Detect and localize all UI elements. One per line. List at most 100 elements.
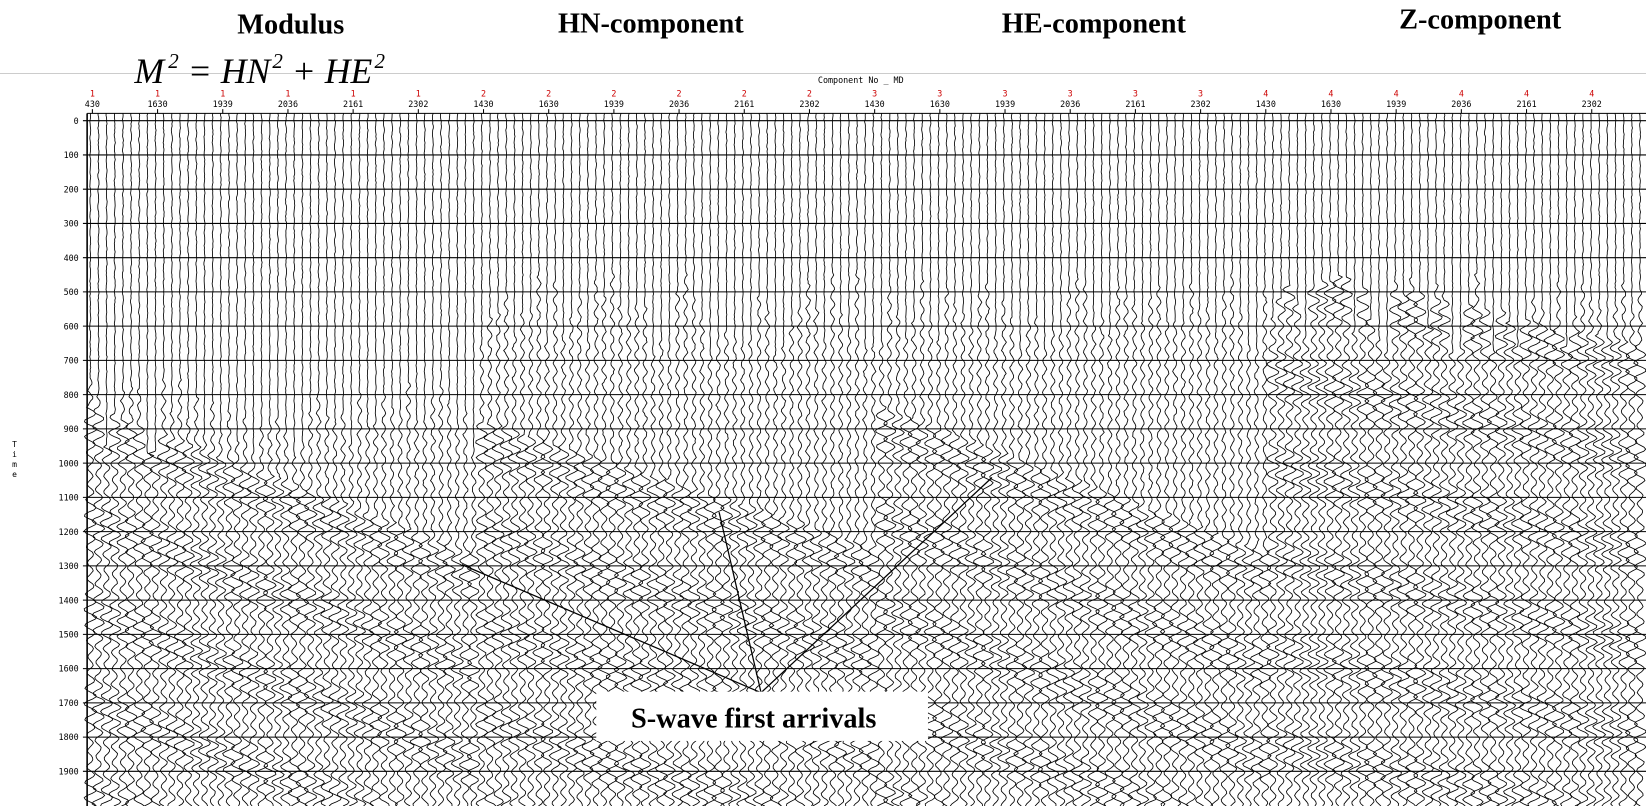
md-label: 1630 [539,99,559,109]
wiggle [776,113,791,806]
wiggle [450,113,465,806]
wiggle [1070,113,1084,806]
md-label: 1430 [473,99,493,109]
y-tick-label: 300 [64,219,79,229]
wiggle [735,113,750,806]
wiggle [678,113,693,806]
wiggle [1013,113,1028,806]
wiggle [1078,113,1093,806]
wiggle [621,113,636,806]
wiggle [899,113,913,806]
wiggle [1575,113,1590,806]
md-label: 2161 [1516,99,1536,109]
wiggle [426,113,440,806]
wiggle [801,113,815,806]
component-number: 3 [937,89,942,99]
wiggle [262,113,277,806]
wiggle [1559,113,1574,806]
wiggle [1437,113,1452,806]
wiggle [172,113,187,806]
y-tick-label: 1000 [59,458,79,468]
y-tick-label: 900 [64,424,79,434]
y-tick-label: 1700 [59,698,79,708]
wiggle [638,113,652,806]
wiggle [1127,113,1142,806]
wiggle [531,113,546,806]
component-number: 4 [1459,89,1464,99]
component-number: 1 [155,89,160,99]
wiggle [344,113,358,806]
wiggle [694,113,709,806]
wiggle [1241,113,1256,806]
wiggle [1339,113,1354,806]
wiggle [939,113,954,806]
wiggle [278,113,293,806]
wiggle [833,113,848,806]
y-tick-label: 1500 [59,630,79,640]
wiggle [238,113,252,806]
wiggle [1053,113,1068,806]
wiggle [605,113,620,806]
wiggle [254,113,269,806]
wiggle [385,113,400,806]
md-label: 1939 [604,99,624,109]
component-number: 3 [1198,89,1203,99]
wiggle [654,113,669,806]
component-number: 3 [1133,89,1138,99]
y-tick-label: 1200 [59,527,79,537]
wiggle [401,113,415,806]
md-label: 2161 [1125,99,1145,109]
wiggle [83,113,98,806]
wiggle [727,113,742,806]
wiggle [328,113,342,806]
wiggle [1110,113,1125,806]
wiggle [222,113,237,806]
wiggle [1046,113,1060,806]
md-label: 1939 [995,99,1015,109]
wiggle [491,113,505,806]
wiggle [1412,113,1427,806]
y-tick-label: 700 [64,356,79,366]
wiggle [1266,113,1281,806]
wiggle [1462,113,1476,806]
wiggle [1184,113,1199,806]
wiggle [1535,113,1550,806]
wiggle [409,113,424,806]
wiggle [1363,113,1378,806]
wiggle [466,113,481,806]
wiggle [1168,113,1182,806]
wiggle [581,113,595,806]
component-number: 1 [416,89,421,99]
grid [82,120,1646,772]
wiggle [1485,113,1501,806]
y-tick-label: 600 [64,321,79,331]
header-title: Component No _ MD [818,75,904,85]
component-number: 4 [1524,89,1529,99]
wiggle [1510,113,1525,806]
y-tick-label: 1300 [59,561,79,571]
wiggle [1037,113,1052,806]
md-label: 430 [85,99,100,109]
wiggle [784,113,799,806]
wiggle [1192,113,1207,806]
wiggle [809,113,824,806]
component-number: 1 [351,89,356,99]
md-label: 1939 [1386,99,1406,109]
wiggle [1420,113,1436,806]
wiggle [499,113,514,806]
wiggle [548,113,562,806]
wiggle [923,113,938,806]
wiggle [597,113,611,806]
wiggle [132,113,147,806]
wiggle [703,113,717,806]
wiggle [393,113,408,806]
wiggle [1380,113,1394,806]
wiggle [882,113,897,806]
wiggle [1624,113,1640,806]
wiggle [842,113,856,806]
wiggle [181,113,196,806]
md-label: 1630 [930,99,950,109]
component-number: 4 [1394,89,1399,99]
wiggle [1592,113,1607,806]
